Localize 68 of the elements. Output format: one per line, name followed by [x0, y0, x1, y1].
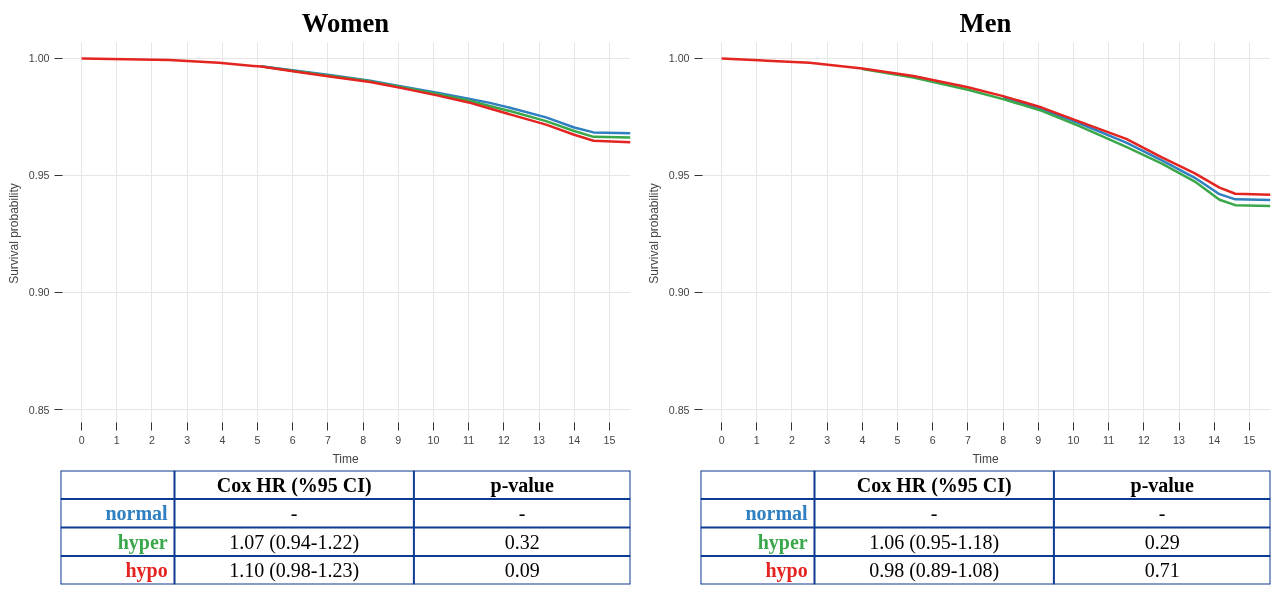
x-tick-label: 7 [324, 433, 331, 446]
y-tick-label: 0.85 [28, 403, 50, 416]
y-tick-label: 0.85 [668, 403, 690, 416]
text: - [518, 502, 526, 525]
x-tick-label: 0 [78, 433, 85, 446]
text: 0.98 (0.89-1.08) [869, 559, 1000, 583]
x-tick-label: 8 [360, 433, 367, 446]
x-tick-label: 1 [113, 433, 120, 446]
text: normal [745, 502, 809, 525]
x-tick-label: 6 [929, 433, 936, 446]
y-tick-label: 0.90 [28, 286, 50, 299]
text: 0.32 [504, 530, 540, 553]
x-tick-label: 10 [1067, 433, 1080, 446]
text: 0.09 [504, 559, 540, 582]
text: hypo [125, 559, 168, 583]
text: 0.29 [1144, 530, 1180, 553]
x-axis-title: Time [972, 451, 999, 466]
x-tick-label: 12 [1137, 433, 1150, 446]
x-tick-label: 11 [463, 433, 475, 446]
chart-title: Men [959, 7, 1012, 38]
x-tick-label: 14 [568, 433, 581, 446]
y-tick-label: 0.95 [668, 169, 690, 182]
x-tick-label: 3 [184, 433, 191, 446]
x-tick-label: 9 [1035, 433, 1042, 446]
y-tick-label: 1.00 [668, 52, 690, 65]
x-axis-title: Time [332, 451, 359, 466]
x-tick-label: 0 [718, 433, 725, 446]
x-tick-label: 2 [149, 433, 156, 446]
text: 1.07 (0.94-1.22) [229, 530, 360, 554]
x-tick-label: 2 [789, 433, 796, 446]
x-tick-label: 9 [395, 433, 402, 446]
text: - [930, 502, 938, 525]
text: 1.06 (0.95-1.18) [869, 530, 1000, 554]
x-tick-label: 1 [753, 433, 760, 446]
text: hyper [117, 530, 168, 554]
x-tick-label: 11 [1103, 433, 1115, 446]
x-tick-label: 8 [1000, 433, 1007, 446]
text: p-value [1130, 473, 1194, 497]
x-tick-label: 5 [254, 433, 261, 446]
x-tick-label: 13 [533, 433, 546, 446]
x-tick-label: 4 [219, 433, 226, 446]
text: 1.10 (0.98-1.23) [229, 559, 360, 583]
text: - [290, 502, 298, 525]
x-tick-label: 13 [1173, 433, 1186, 446]
text: hypo [765, 559, 808, 583]
text: - [1158, 502, 1166, 525]
x-tick-label: 5 [894, 433, 901, 446]
x-tick-label: 3 [824, 433, 831, 446]
x-tick-label: 10 [427, 433, 440, 446]
x-tick-label: 15 [1243, 433, 1256, 446]
y-tick-label: 0.90 [668, 286, 690, 299]
text: Cox HR (%95 CI) [216, 473, 372, 497]
x-tick-label: 14 [1208, 433, 1221, 446]
x-tick-label: 7 [964, 433, 971, 446]
x-tick-label: 15 [603, 433, 616, 446]
x-tick-label: 6 [289, 433, 296, 446]
text: Cox HR (%95 CI) [856, 473, 1012, 497]
x-tick-label: 12 [497, 433, 510, 446]
text: hyper [757, 530, 808, 554]
y-axis-title: Survival probability [6, 183, 21, 284]
chart-title: Women [301, 7, 390, 38]
y-tick-label: 0.95 [28, 169, 50, 182]
y-tick-label: 1.00 [28, 52, 50, 65]
text: 0.71 [1144, 559, 1180, 582]
text: p-value [490, 473, 554, 497]
x-tick-label: 4 [859, 433, 866, 446]
y-axis-title: Survival probability [646, 183, 661, 284]
text: normal [105, 502, 169, 525]
